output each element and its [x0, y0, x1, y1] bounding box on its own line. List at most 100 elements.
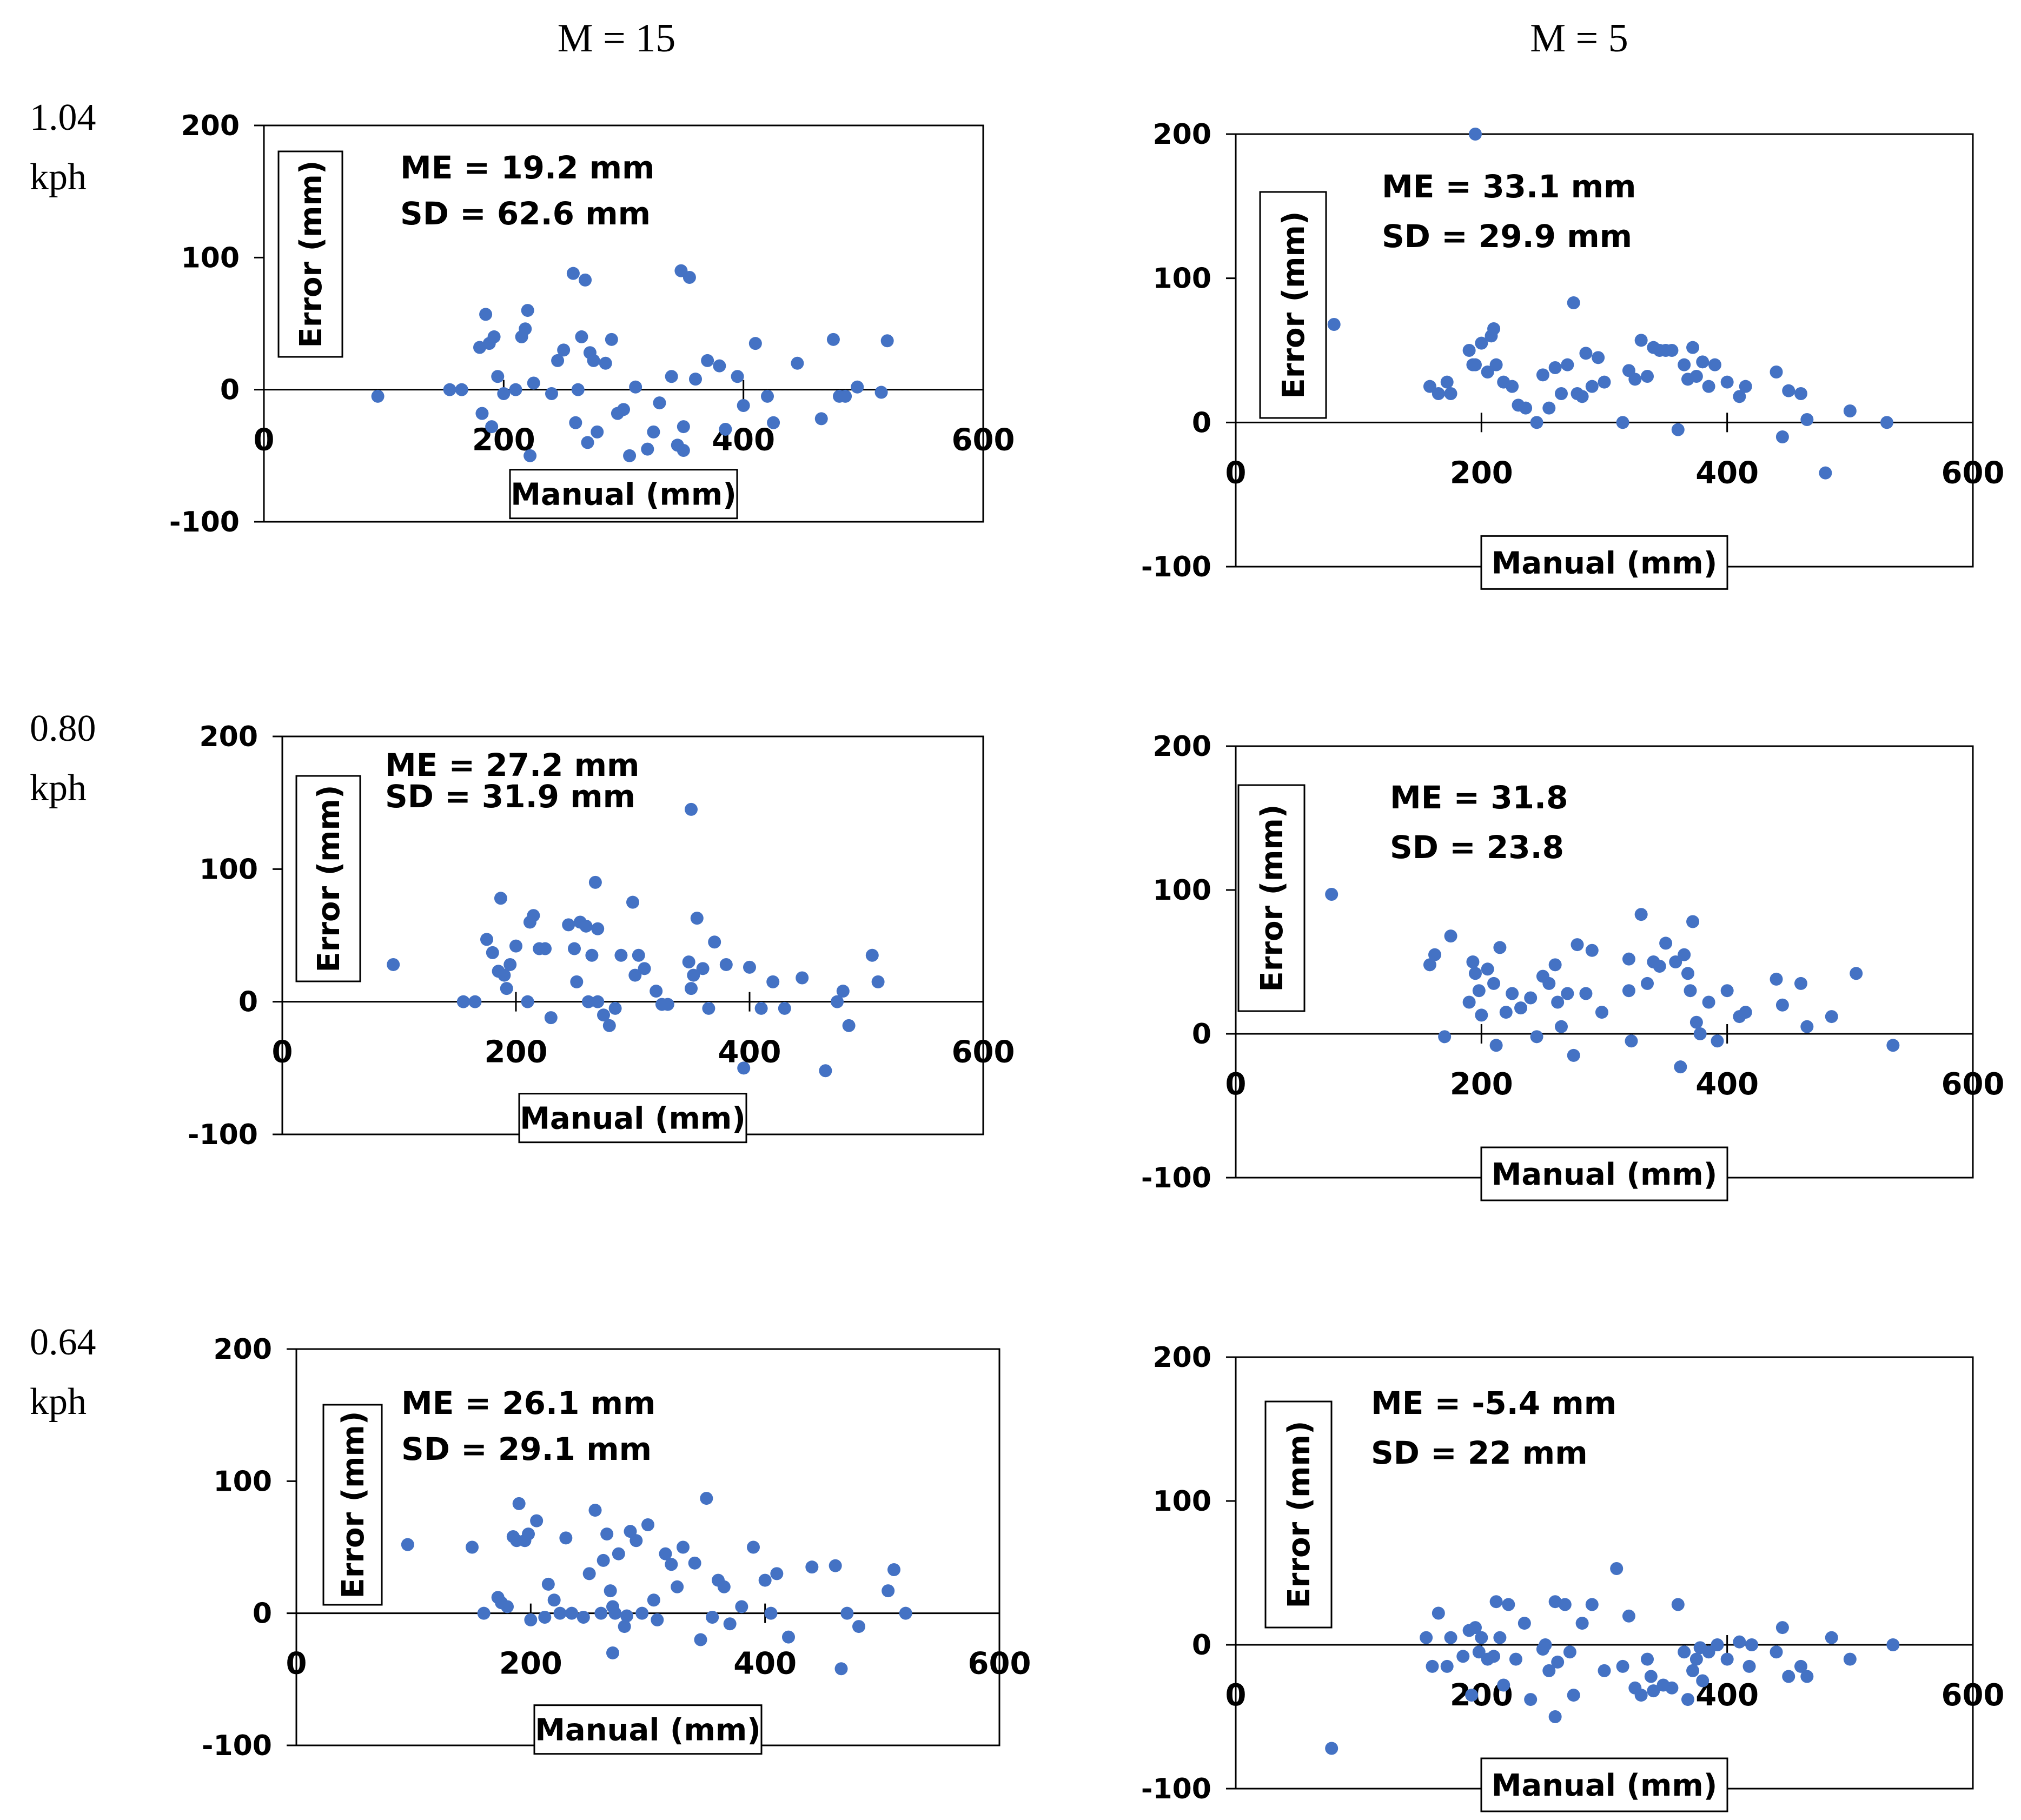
data-point	[1616, 416, 1629, 429]
data-point	[602, 1019, 616, 1032]
data-point	[620, 1609, 633, 1623]
data-point	[1782, 384, 1795, 397]
data-point	[494, 892, 507, 905]
y-axis-label: Error (mm)	[294, 161, 329, 348]
data-point	[1794, 977, 1807, 990]
data-point	[805, 1560, 819, 1574]
data-point	[1770, 1645, 1783, 1659]
data-point	[1595, 1006, 1608, 1019]
y-tick-label: 100	[1152, 263, 1211, 295]
data-point	[713, 359, 726, 373]
data-point	[1720, 1652, 1734, 1666]
y-tick-label: 200	[213, 1333, 272, 1366]
data-point	[1669, 955, 1682, 968]
data-point	[1524, 1693, 1538, 1706]
data-point	[571, 383, 585, 396]
data-point	[1800, 1020, 1814, 1033]
data-point	[579, 273, 592, 287]
data-point	[814, 412, 828, 426]
data-point	[545, 387, 558, 400]
data-point	[688, 1556, 701, 1570]
data-point	[1468, 1621, 1482, 1635]
data-point	[1530, 1030, 1543, 1044]
data-point	[1327, 318, 1341, 331]
data-point	[1843, 1652, 1857, 1666]
x-tick-label: 0	[1225, 1067, 1247, 1102]
data-point	[1472, 984, 1486, 998]
data-point	[1886, 1638, 1900, 1651]
data-point	[597, 1553, 610, 1567]
data-point	[737, 1061, 751, 1075]
data-point	[521, 995, 534, 1008]
data-point	[1610, 1562, 1624, 1576]
col-title-m5: M = 5	[1530, 16, 1628, 61]
data-point	[842, 1019, 856, 1032]
data-point	[778, 1001, 791, 1015]
data-point	[606, 1600, 619, 1613]
data-point	[623, 449, 637, 462]
data-point	[1456, 1650, 1470, 1663]
data-point	[570, 975, 584, 988]
data-point	[665, 370, 678, 383]
data-point	[538, 1610, 552, 1624]
data-point	[1493, 1631, 1507, 1644]
data-point	[522, 1527, 535, 1541]
data-point	[1794, 1659, 1807, 1673]
data-point	[1472, 1645, 1486, 1659]
x-tick-label: 0	[286, 1646, 307, 1682]
row-label-speed-2: 0.80	[30, 708, 96, 749]
data-point	[1428, 948, 1442, 961]
data-point	[1530, 416, 1543, 429]
annotation-sd: SD = 22 mm	[1371, 1434, 1588, 1471]
data-point	[524, 1613, 538, 1626]
data-point	[747, 1540, 760, 1554]
x-tick-label: 600	[968, 1646, 1031, 1682]
data-point	[1825, 1010, 1838, 1024]
data-point	[1622, 984, 1635, 998]
data-point	[1622, 1609, 1635, 1623]
y-tick-label: 0	[1192, 407, 1211, 439]
data-point	[604, 1584, 617, 1598]
data-point	[1720, 984, 1734, 998]
data-point	[650, 985, 663, 998]
data-point	[1440, 1659, 1454, 1673]
annotation-me: ME = -5.4 mm	[1371, 1385, 1616, 1422]
x-tick-label: 0	[254, 423, 275, 458]
data-point	[1678, 358, 1691, 371]
y-axis-label: Error (mm)	[1282, 1421, 1317, 1609]
y-tick-label: 0	[238, 986, 258, 1019]
data-point	[585, 948, 599, 962]
data-point	[1502, 1598, 1515, 1611]
data-point	[851, 380, 864, 394]
data-point	[791, 356, 804, 370]
data-point	[1825, 1631, 1838, 1644]
y-tick-label: 100	[1152, 874, 1211, 907]
data-point	[1548, 1710, 1562, 1723]
data-point	[1554, 1020, 1568, 1033]
data-point	[761, 389, 774, 403]
data-point	[1742, 1659, 1756, 1673]
x-axis-label: Manual (mm)	[1492, 546, 1718, 581]
x-tick-label: 0	[1225, 455, 1247, 490]
data-point	[665, 1558, 678, 1571]
data-point	[1444, 387, 1457, 400]
data-point	[653, 396, 666, 410]
data-point	[1444, 929, 1457, 943]
data-point	[1647, 1684, 1660, 1698]
data-point	[632, 948, 645, 962]
data-point	[1686, 1664, 1700, 1677]
data-point	[443, 383, 456, 396]
data-point	[1462, 344, 1476, 357]
data-point	[614, 948, 628, 962]
data-point	[1622, 952, 1635, 966]
data-point	[1579, 987, 1593, 1000]
data-point	[527, 376, 540, 390]
y-tick-label: 0	[1192, 1018, 1211, 1051]
annotation-sd: SD = 29.1 mm	[401, 1431, 652, 1467]
data-point	[796, 971, 809, 985]
data-point	[770, 1567, 784, 1580]
data-point	[1585, 380, 1599, 393]
data-point	[1423, 380, 1436, 393]
data-point	[455, 383, 468, 396]
data-point	[1681, 967, 1694, 980]
